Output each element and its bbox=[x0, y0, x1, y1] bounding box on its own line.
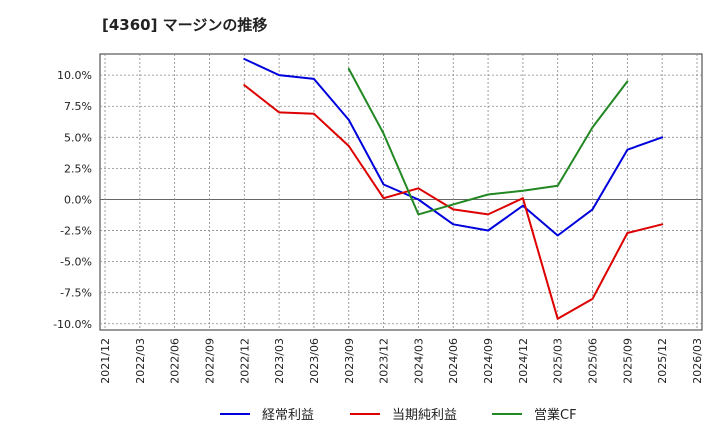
x-tick-label: 2025/06 bbox=[587, 338, 600, 384]
y-tick-label: -10.0% bbox=[53, 318, 92, 331]
x-tick-label: 2023/12 bbox=[378, 338, 391, 384]
x-tick-label: 2025/03 bbox=[552, 338, 565, 384]
x-tick-label: 2023/06 bbox=[308, 338, 321, 384]
legend-label-3: 営業CF bbox=[534, 407, 577, 423]
x-tick-label: 2022/03 bbox=[134, 338, 147, 384]
y-tick-label: 5.0% bbox=[64, 131, 92, 144]
series-line-1 bbox=[243, 58, 664, 237]
legend-label-2: 当期純利益 bbox=[392, 408, 457, 423]
x-tick-label: 2024/09 bbox=[482, 338, 495, 384]
x-tick-label: 2024/03 bbox=[412, 338, 425, 384]
x-tick-label: 2024/12 bbox=[517, 338, 530, 384]
series-lines bbox=[243, 58, 664, 320]
x-tick-label: 2022/12 bbox=[238, 338, 251, 384]
series-line-3 bbox=[347, 67, 629, 216]
y-tick-label: -5.0% bbox=[60, 256, 92, 269]
x-tick-label: 2024/06 bbox=[447, 338, 460, 384]
y-axis-ticks: 10.0% 7.5% 5.0% 2.5% 0.0% -2.5% -5.0% -7.5% -10.… bbox=[53, 69, 92, 331]
x-tick-label: 2025/09 bbox=[621, 338, 634, 384]
grid-lines bbox=[100, 54, 702, 330]
x-tick-label: 2021/12 bbox=[99, 338, 112, 384]
x-tick-label: 2022/09 bbox=[203, 338, 216, 384]
x-tick-label: 2023/09 bbox=[343, 338, 356, 384]
x-axis-ticks: 2021/12 2022/03 2022/06 2022/09 2022/12 2023/… bbox=[99, 338, 704, 384]
y-tick-label: 0.0% bbox=[64, 193, 92, 206]
y-tick-label: -7.5% bbox=[60, 287, 92, 300]
x-tick-label: 2023/03 bbox=[273, 338, 286, 384]
x-tick-label: 2022/06 bbox=[169, 338, 182, 384]
legend: 経常利益 当期純利益 営業CF bbox=[220, 407, 577, 423]
chart-title: [4360] マージンの推移 bbox=[102, 16, 267, 34]
series-line-2 bbox=[243, 84, 664, 320]
y-tick-label: 7.5% bbox=[64, 100, 92, 113]
x-tick-label: 2025/12 bbox=[656, 338, 669, 384]
y-tick-label: 2.5% bbox=[64, 162, 92, 175]
x-tick-label: 2026/03 bbox=[691, 338, 704, 384]
legend-label-1: 経常利益 bbox=[262, 408, 314, 423]
y-tick-label: 10.0% bbox=[57, 69, 92, 82]
y-tick-label: -2.5% bbox=[60, 225, 92, 238]
